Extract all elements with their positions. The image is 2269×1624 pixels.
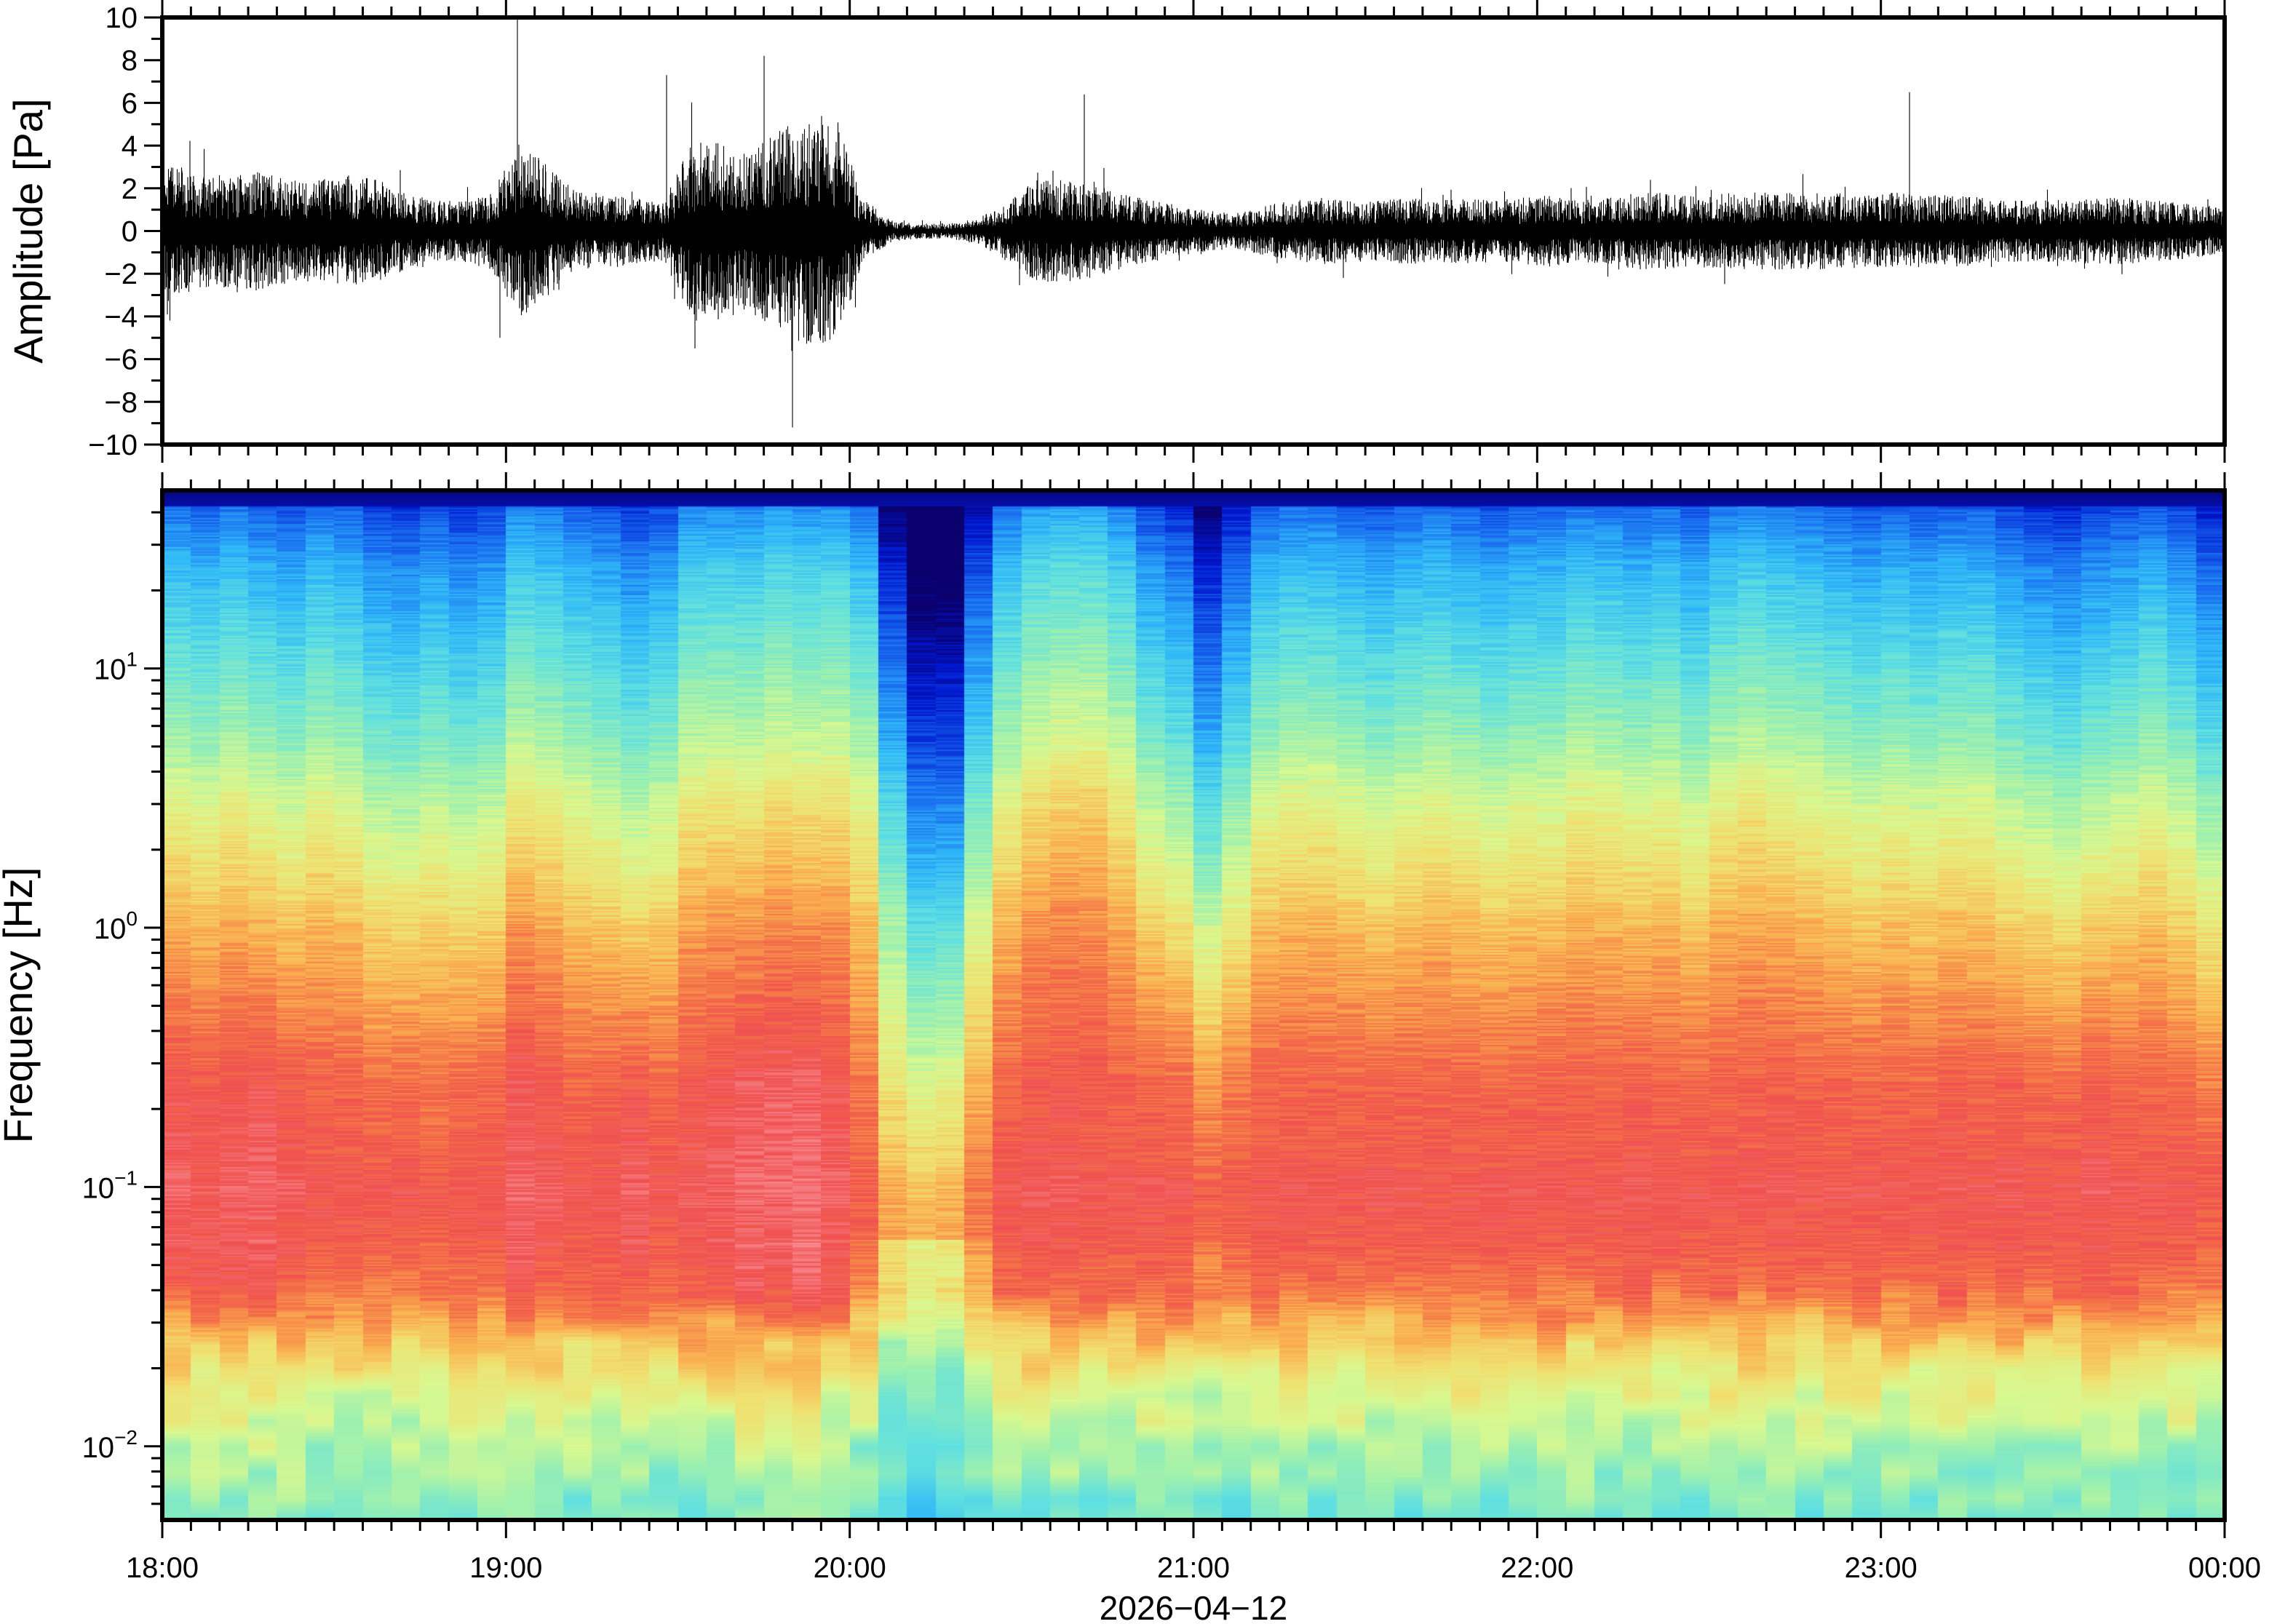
- axis-ticks: [144, 0, 2227, 1538]
- waveform-frame: [160, 15, 2227, 447]
- frequency-tick-exponent: −2: [114, 1426, 138, 1449]
- waveform-panel: [162, 17, 2225, 428]
- time-tick-label: 22:00: [1501, 1552, 1573, 1584]
- frequency-tick-exponent: 1: [126, 648, 138, 671]
- amplitude-tick-label: −6: [104, 344, 138, 376]
- frequency-tick-base: 10: [82, 1172, 115, 1204]
- time-tick-label: 18:00: [126, 1552, 199, 1584]
- amplitude-tick-label: 4: [122, 130, 138, 162]
- amplitude-tick-label: −2: [104, 258, 138, 290]
- amplitude-axis-label: Amplitude [Pa]: [5, 98, 51, 363]
- time-tick-label: 19:00: [469, 1552, 542, 1584]
- frequency-tick-label: 101: [94, 648, 138, 686]
- frequency-tick-base: 10: [82, 1432, 115, 1464]
- time-tick-label: 23:00: [1845, 1552, 1918, 1584]
- time-tick-label: 20:00: [814, 1552, 886, 1584]
- frequency-tick-label: 100: [94, 907, 138, 945]
- spectrogram-frame: [160, 488, 2227, 1522]
- amplitude-tick-label: −10: [88, 429, 138, 461]
- amplitude-tick-label: −8: [104, 386, 138, 418]
- frequency-tick-label: 10−2: [82, 1426, 138, 1464]
- amplitude-tick-label: −4: [104, 301, 138, 333]
- amplitude-tick-label: 0: [122, 216, 138, 248]
- amplitude-tick-label: 8: [122, 45, 138, 77]
- amplitude-tick-label: 2: [122, 173, 138, 205]
- frequency-tick-exponent: 0: [126, 907, 138, 930]
- waveform-trace: [162, 17, 2225, 428]
- date-axis-label: 2026−04−12: [1100, 1589, 1287, 1624]
- amplitude-tick-label: 6: [122, 87, 138, 119]
- frequency-tick-exponent: −1: [114, 1166, 138, 1189]
- frequency-axis-label: Frequency [Hz]: [0, 867, 41, 1144]
- spectrogram-heatmap: [162, 490, 2225, 1520]
- amplitude-tick-label: 10: [106, 2, 138, 34]
- time-tick-label: 00:00: [2188, 1552, 2261, 1584]
- time-tick-label: 21:00: [1157, 1552, 1230, 1584]
- frequency-tick-base: 10: [94, 913, 127, 945]
- frequency-tick-label: 10−1: [82, 1166, 138, 1204]
- frequency-tick-base: 10: [94, 654, 127, 686]
